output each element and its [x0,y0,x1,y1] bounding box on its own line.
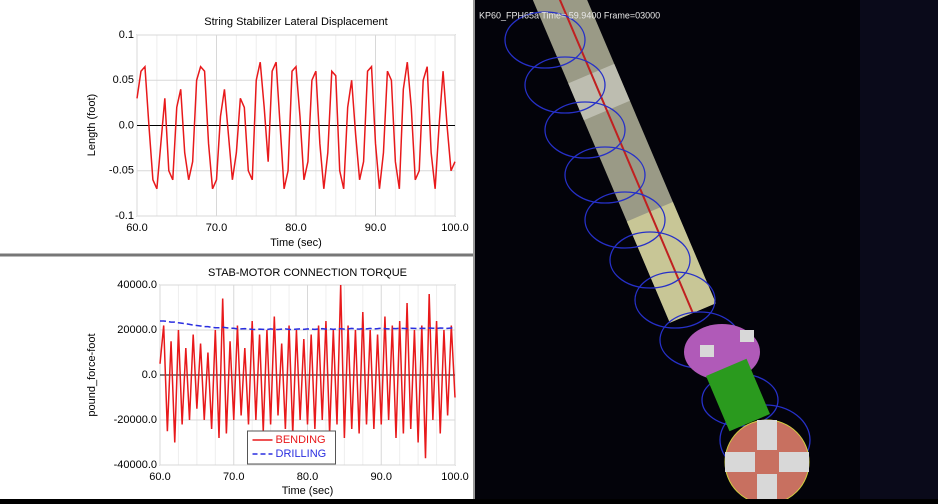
x-tick-label: 100.0 [441,222,469,234]
viewport-bg [860,0,938,499]
data-line [159,284,456,459]
viewport-label: KP60_FPH65a Time= 59.9400 Frame=03000 [479,10,660,20]
pipe-axis [551,0,694,314]
chart-title: String Stabilizer Lateral Displacement [204,16,387,28]
y-tick-label: -20000.0 [114,414,157,426]
y-tick-label: 0.0 [142,369,157,381]
y-tick-label: -0.1 [115,210,134,222]
x-axis-label: Time (sec) [270,237,322,249]
bit-blades [700,330,809,499]
viewport-3d: KP60_FPH65a Time= 59.9400 Frame=03000 [475,0,938,504]
y-tick-label: -0.05 [109,165,134,177]
x-tick-label: 80.0 [285,222,306,234]
x-tick-label: 70.0 [206,222,227,234]
x-axis-label: Time (sec) [282,485,334,497]
x-tick-label: 100.0 [441,471,469,483]
y-axis-label: pound_force-foot [86,333,98,416]
y-tick-label: 0.0 [119,119,134,131]
y-tick-label: 0.1 [119,29,134,41]
y-tick-label: -40000.0 [114,459,157,471]
x-tick-label: 60.0 [149,471,170,483]
x-tick-label: 80.0 [297,471,318,483]
legend-label: BENDING [276,434,326,446]
chart-title: STAB-MOTOR CONNECTION TORQUE [208,267,407,279]
legend-box [247,430,336,465]
motor [706,358,770,432]
y-tick-label: 40000.0 [117,279,157,291]
data-line [136,61,456,190]
y-tick-label: 0.05 [113,74,134,86]
x-tick-label: 70.0 [223,471,244,483]
x-tick-label: 90.0 [371,471,392,483]
y-axis-label: Length (foot) [86,94,98,156]
data-line [160,320,456,331]
x-tick-label: 60.0 [126,222,147,234]
legend-label: DRILLING [276,448,327,460]
y-tick-label: 20000.0 [117,324,157,336]
x-tick-label: 90.0 [365,222,386,234]
